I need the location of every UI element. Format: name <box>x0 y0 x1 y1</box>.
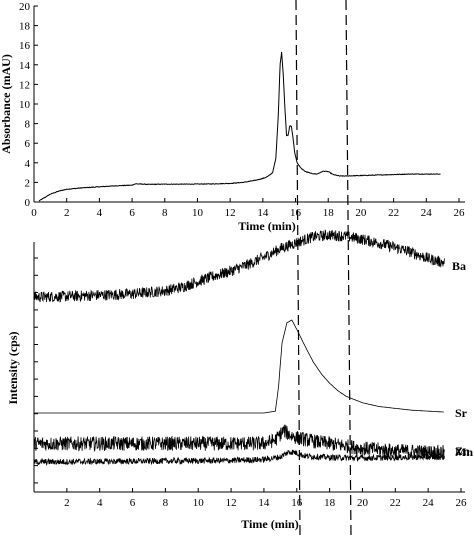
top-x-tick-label: 12 <box>225 207 236 219</box>
trace-label-mn: Mn <box>455 445 473 459</box>
bottom-x-axis-title: Time (min) <box>241 517 298 531</box>
top-x-tick-label: 4 <box>97 207 103 219</box>
trace-label-sr: Sr <box>455 406 468 420</box>
top-y-tick-label: 10 <box>19 99 31 111</box>
top-x-tick-label: 14 <box>257 207 269 219</box>
top-x-tick-label: 22 <box>388 207 399 219</box>
bottom-x-tick-label: 20 <box>357 497 369 509</box>
trace-ba <box>33 229 445 303</box>
top-x-tick-label: 26 <box>454 207 466 219</box>
top-x-tick-label: 18 <box>323 207 335 219</box>
bottom-x-tick-label: 12 <box>226 497 237 509</box>
bottom-x-tick-label: 16 <box>291 497 303 509</box>
top-x-tick-label: 6 <box>129 207 135 219</box>
bottom-x-tick-label: 6 <box>130 497 136 509</box>
trace-label-zn: Zn <box>455 444 470 458</box>
top-y-tick-label: 18 <box>19 21 31 33</box>
trace-zn <box>33 449 445 467</box>
bottom-x-tick-label: 22 <box>390 497 401 509</box>
bottom-x-tick-label: 10 <box>193 497 205 509</box>
trace-sr <box>34 319 444 414</box>
top-y-tick-label: 4 <box>25 158 31 170</box>
bottom-y-axis-title: Intensity (cps) <box>6 331 20 404</box>
absorbance-trace <box>38 51 441 202</box>
top-y-tick-label: 12 <box>19 79 30 91</box>
top-y-tick-label: 2 <box>25 177 31 189</box>
top-y-tick-label: 16 <box>19 40 31 52</box>
top-x-tick-label: 24 <box>421 207 433 219</box>
top-y-tick-label: 6 <box>25 138 31 150</box>
bottom-x-tick-label: 14 <box>258 497 270 509</box>
trace-mn <box>33 424 445 461</box>
top-x-tick-label: 0 <box>31 207 37 219</box>
bottom-x-tick-label: 8 <box>163 497 169 509</box>
bottom-x-tick-label: 24 <box>423 497 435 509</box>
top-y-tick-label: 0 <box>25 197 31 209</box>
top-y-tick-label: 14 <box>19 60 31 72</box>
bottom-x-tick-label: 2 <box>64 497 70 509</box>
top-x-tick-label: 20 <box>355 207 367 219</box>
trace-label-ba: Ba <box>452 259 466 273</box>
top-y-tick-label: 8 <box>25 119 31 131</box>
bottom-x-tick-label: 4 <box>97 497 103 509</box>
top-x-tick-label: 16 <box>290 207 302 219</box>
top-x-tick-label: 10 <box>192 207 204 219</box>
top-y-axis-title: Absorbance (mAU) <box>0 54 13 154</box>
top-x-tick-label: 2 <box>64 207 70 219</box>
bottom-x-tick-label: 26 <box>456 497 468 509</box>
top-y-tick-label: 20 <box>19 1 31 13</box>
bottom-x-tick-label: 18 <box>324 497 336 509</box>
dashed-marker-right <box>345 0 352 536</box>
top-x-axis-title: Time (min) <box>238 219 295 233</box>
top-x-tick-label: 8 <box>162 207 168 219</box>
